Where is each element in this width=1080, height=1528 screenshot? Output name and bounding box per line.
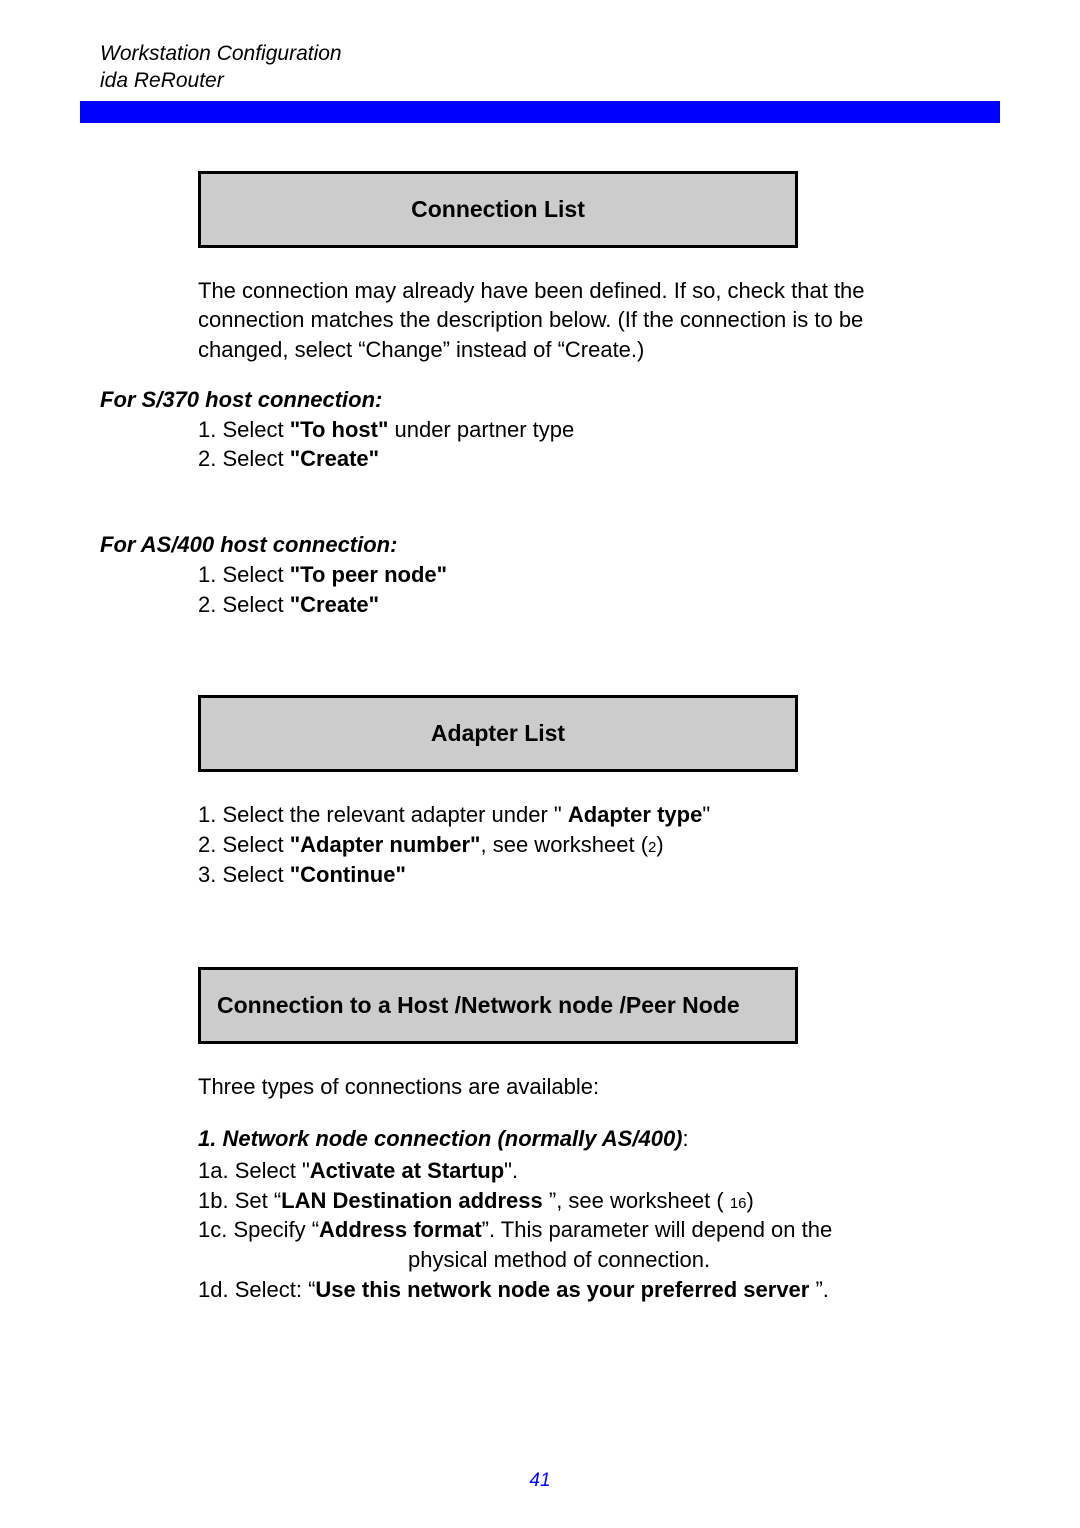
text: 1d. Select: “ (198, 1277, 315, 1302)
adapter-list-heading-box: Adapter List (198, 695, 798, 772)
page-header: Workstation Configuration ida ReRouter (100, 40, 980, 95)
text: under partner type (388, 417, 574, 442)
list-item: 2. Select "Adapter number", see workshee… (198, 830, 920, 860)
text: 1. Select (198, 562, 290, 587)
text: 1. Select (198, 417, 290, 442)
connection-intro-paragraph: The connection may already have been def… (198, 276, 920, 365)
bold-text: "Continue" (290, 862, 406, 887)
adapter-list-title: Adapter List (431, 720, 565, 746)
bold-text: Use this network node as your preferred … (315, 1277, 809, 1302)
text: 3. Select (198, 862, 290, 887)
list-item: 1. Select "To host" under partner type (198, 415, 920, 445)
page-content: Connection List The connection may alrea… (100, 171, 980, 1305)
as400-list: 1. Select "To peer node" 2. Select "Crea… (198, 560, 920, 619)
header-divider-bar (80, 101, 1000, 123)
bold-text: Activate at Startup (310, 1158, 504, 1183)
connection-host-title: Connection to a Host /Network node /Peer… (217, 992, 740, 1018)
text: 1a. Select " (198, 1158, 310, 1183)
text: 2. Select (198, 446, 290, 471)
adapter-list: 1. Select the relevant adapter under " A… (198, 800, 920, 889)
connection-list-title: Connection List (411, 196, 585, 222)
bold-text: "Create" (290, 446, 379, 471)
text: 2. Select (198, 832, 290, 857)
spacer (198, 504, 920, 522)
text: 1c. Specify “ (198, 1217, 319, 1242)
bold-italic-text: 1. Network node connection (normally AS/… (198, 1126, 683, 1151)
network-node-heading: 1. Network node connection (normally AS/… (198, 1124, 920, 1154)
text: 1. Select the relevant adapter under " (198, 802, 568, 827)
page-number: 41 (0, 1470, 1080, 1492)
bold-text: Adapter type (568, 802, 702, 827)
text: 1b. Set “ (198, 1188, 281, 1213)
text: , see worksheet ( (481, 832, 649, 857)
bold-text: "Adapter number" (290, 832, 481, 857)
bold-text: LAN Destination address (281, 1188, 543, 1213)
text: ) (656, 832, 663, 857)
spacer (198, 649, 920, 695)
text: 2. Select (198, 592, 290, 617)
list-item: 2. Select "Create" (198, 590, 920, 620)
bold-text: "To host" (290, 417, 389, 442)
bold-text: "To peer node" (290, 562, 447, 587)
list-item: 1. Select "To peer node" (198, 560, 920, 590)
text: ". (504, 1158, 518, 1183)
list-item: 1. Select the relevant adapter under " A… (198, 800, 920, 830)
text: ) (747, 1188, 754, 1213)
document-page: Workstation Configuration ida ReRouter C… (0, 0, 1080, 1528)
header-line-2: ida ReRouter (100, 67, 980, 94)
text: ”, see worksheet ( (543, 1188, 730, 1213)
s370-subheading: For S/370 host connection: (100, 387, 920, 413)
text: ”. (809, 1277, 829, 1302)
network-node-list: 1a. Select "Activate at Startup". 1b. Se… (198, 1156, 920, 1304)
text: ”. This parameter will depend on the (482, 1217, 833, 1242)
bold-text: Address format (319, 1217, 482, 1242)
s370-list: 1. Select "To host" under partner type 2… (198, 415, 920, 474)
list-item: 1c. Specify “Address format”. This param… (198, 1215, 920, 1245)
as400-subheading: For AS/400 host connection: (100, 532, 920, 558)
list-item: 1d. Select: “Use this network node as yo… (198, 1275, 920, 1305)
text: : (683, 1126, 689, 1151)
connection-host-heading-box: Connection to a Host /Network node /Peer… (198, 967, 798, 1044)
spacer (198, 919, 920, 967)
list-item-continuation: physical method of connection. (198, 1245, 920, 1275)
list-item: 1a. Select "Activate at Startup". (198, 1156, 920, 1186)
three-types-paragraph: Three types of connections are available… (198, 1072, 920, 1102)
connection-list-heading-box: Connection List (198, 171, 798, 248)
list-item: 2. Select "Create" (198, 444, 920, 474)
text: " (702, 802, 710, 827)
list-item: 3. Select "Continue" (198, 860, 920, 890)
bold-text: "Create" (290, 592, 379, 617)
worksheet-ref: 16 (730, 1195, 747, 1212)
list-item: 1b. Set “LAN Destination address ”, see … (198, 1186, 920, 1216)
header-line-1: Workstation Configuration (100, 40, 980, 67)
